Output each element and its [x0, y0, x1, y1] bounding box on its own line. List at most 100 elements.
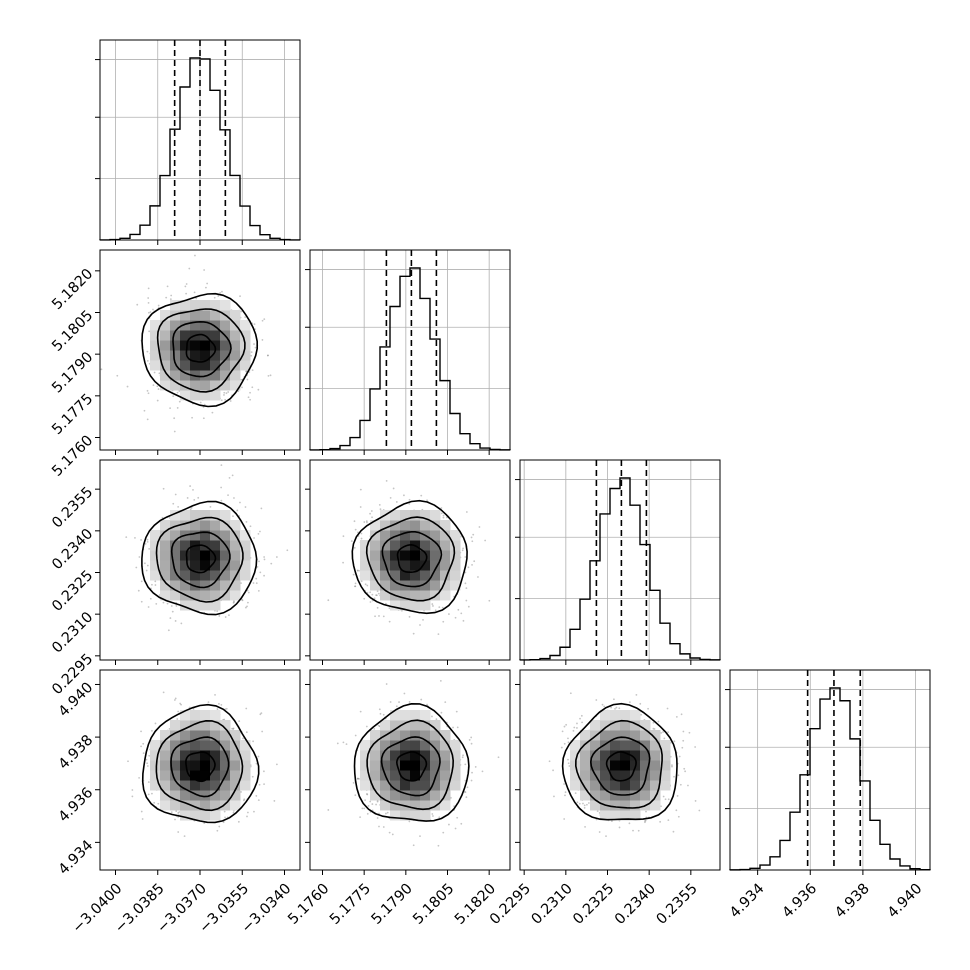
density-cell: [420, 730, 431, 741]
sample-point: [462, 547, 464, 550]
sample-point: [576, 722, 578, 725]
density-cell: [430, 550, 441, 561]
sample-point: [660, 805, 662, 808]
density-cell: [640, 750, 651, 761]
sample-point: [227, 494, 229, 497]
sample-point: [671, 764, 673, 767]
density-cell: [410, 530, 421, 541]
sample-point: [471, 771, 473, 774]
sample-point: [241, 599, 244, 602]
density-cell: [160, 320, 171, 331]
density-cell: [400, 810, 411, 821]
density-cell: [450, 560, 461, 571]
histogram-frame-1: [309, 249, 511, 451]
density-cell: [150, 330, 161, 341]
sample-point: [154, 722, 157, 725]
sample-point: [240, 791, 242, 793]
sample-point: [352, 782, 355, 784]
sample-point: [369, 512, 371, 515]
sample-point: [240, 582, 242, 585]
density-cell: [440, 520, 451, 531]
sample-point: [356, 569, 359, 572]
sample-point: [155, 602, 158, 605]
density-cell: [210, 310, 221, 321]
density-cell: [450, 750, 461, 761]
sample-point: [412, 632, 415, 635]
sample-point: [218, 825, 221, 828]
sample-point: [224, 616, 227, 618]
density-cell: [600, 780, 611, 791]
sample-point: [698, 809, 701, 812]
sample-point: [263, 318, 266, 321]
contour-1.5sigma: [366, 719, 455, 811]
sample-point: [259, 571, 262, 574]
sample-point: [232, 600, 235, 602]
density-cell: [450, 580, 461, 591]
density-cell: [400, 600, 411, 611]
sample-point: [369, 591, 372, 594]
sample-point: [613, 698, 615, 701]
y-tick-label-p1: 5.1760: [49, 433, 96, 480]
sample-point: [126, 385, 129, 388]
density-cell: [360, 570, 371, 581]
density-cell: [200, 780, 211, 791]
sample-point: [377, 724, 380, 727]
density-cell: [170, 720, 181, 731]
sample-point: [249, 525, 252, 528]
density-cell: [360, 740, 371, 751]
sample-point: [567, 741, 570, 744]
density-cell: [380, 540, 391, 551]
density-cell: [160, 350, 171, 361]
sample-point: [153, 371, 156, 374]
density-cell: [220, 740, 231, 751]
density-cell: [600, 740, 611, 751]
density-cell: [380, 740, 391, 751]
sample-point: [403, 494, 405, 497]
sample-point: [440, 512, 443, 515]
sample-point: [244, 606, 247, 609]
density-cell: [580, 740, 591, 751]
sample-point: [170, 294, 173, 297]
sample-point: [391, 833, 394, 836]
density-cell: [590, 720, 601, 731]
sample-point: [679, 783, 682, 786]
density-cell: [220, 570, 231, 581]
density-cell: [380, 570, 391, 581]
sample-point: [152, 308, 154, 311]
sample-point: [188, 267, 191, 270]
density-cell: [160, 790, 171, 801]
sample-point: [628, 701, 631, 704]
density-cell: [210, 330, 221, 341]
sample-point: [189, 508, 192, 511]
sample-point: [162, 487, 165, 490]
density-cell: [420, 760, 431, 771]
contour-1.5sigma: [365, 516, 456, 602]
sample-point: [673, 775, 675, 778]
sample-point: [146, 540, 149, 543]
sample-point: [220, 464, 223, 467]
sample-point: [667, 731, 669, 734]
density-cell: [390, 760, 401, 771]
density-cell: [190, 550, 201, 561]
sample-point: [269, 374, 272, 377]
density-cell: [650, 760, 661, 771]
sample-point: [378, 825, 380, 828]
x-tick-label-p3: 4.936: [780, 881, 821, 922]
sample-point: [563, 818, 566, 820]
density-cell: [440, 770, 451, 781]
sample-point: [671, 765, 673, 768]
density-cell: [170, 330, 181, 341]
sample-point: [180, 622, 183, 625]
density-cell: [430, 720, 441, 731]
density-cell: [650, 770, 661, 781]
density-cell: [180, 570, 191, 581]
density-cell: [180, 770, 191, 781]
density-cell: [400, 770, 411, 781]
sample-point: [363, 597, 366, 600]
sample-point: [431, 813, 434, 815]
histogram-step-1: [309, 267, 511, 451]
density-cell: [430, 540, 441, 551]
sample-point: [420, 698, 423, 701]
sample-point: [203, 822, 206, 825]
density-cell: [390, 790, 401, 801]
